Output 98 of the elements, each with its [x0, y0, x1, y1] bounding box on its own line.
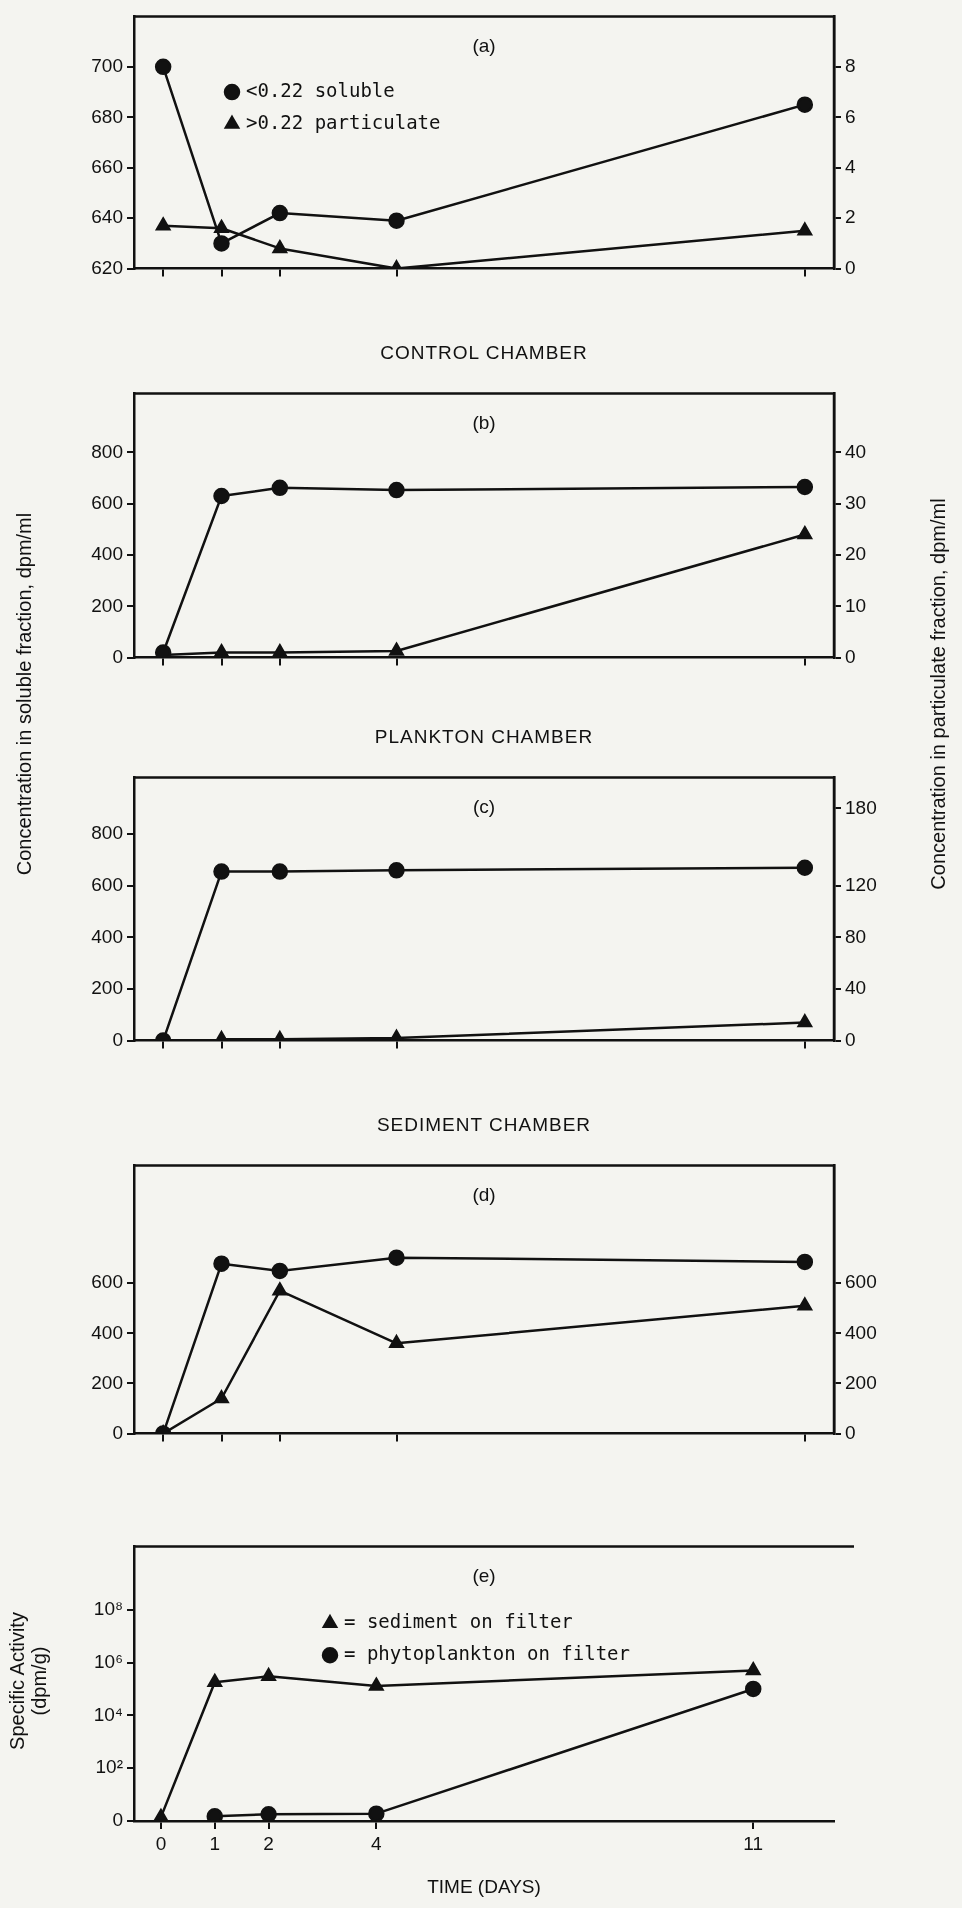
annotation: (d): [472, 1183, 496, 1205]
point: [272, 644, 288, 658]
legend-label: >0.22 particulate: [246, 111, 441, 133]
point: [388, 1249, 405, 1266]
point: [796, 1253, 814, 1271]
point: [388, 862, 405, 879]
annotation: (b): [472, 411, 496, 433]
y2-tick-label: 2: [845, 206, 856, 228]
legend-label: = phytoplankton on filter: [344, 1642, 630, 1665]
y-tick-label: 800: [91, 440, 123, 462]
y2-tick-label: 20: [845, 543, 867, 565]
y2-axis-title: Concentration in particulate fraction, dpm/ml: [926, 498, 950, 890]
point: [271, 479, 289, 497]
y-tick-label: 400: [91, 1321, 123, 1343]
y-tick-label: 800: [91, 822, 123, 844]
x-tick-label: 11: [743, 1832, 764, 1854]
y2-tick-label: 120: [845, 874, 877, 896]
point: [271, 204, 289, 222]
point: [745, 1662, 761, 1676]
y-axis-title: Concentration in soluble fraction, dpm/ml: [12, 512, 36, 876]
point: [796, 859, 814, 876]
y-tick-label: 0: [112, 1421, 123, 1443]
annotation: (e): [472, 1564, 496, 1586]
y2-tick-label: 10: [845, 594, 867, 616]
point: [272, 1282, 288, 1296]
legend-label: = sediment on filter: [344, 1610, 573, 1633]
annotation: (a): [472, 34, 496, 56]
point: [271, 863, 289, 880]
point: [213, 863, 230, 880]
x-tick-label: 1: [209, 1832, 221, 1854]
point: [797, 526, 813, 540]
y2-tick-label: 600: [845, 1271, 877, 1293]
point: [207, 1673, 223, 1687]
point: [388, 481, 405, 499]
point: [213, 1255, 230, 1272]
point: [206, 1808, 224, 1821]
y-tick-label: 10⁸: [93, 1597, 123, 1619]
y-tick-label: 660: [91, 155, 123, 177]
point: [744, 1680, 762, 1698]
y-tick-label: 200: [91, 1371, 123, 1393]
y-tick-label: 10⁴: [93, 1703, 123, 1725]
x-tick-label: 2: [263, 1832, 274, 1854]
y-tick-label: 400: [91, 543, 123, 565]
point: [389, 1335, 404, 1349]
x-tick-label: 4: [371, 1832, 383, 1854]
point: [214, 644, 229, 658]
y-tick-label: 10²: [95, 1756, 123, 1778]
y-tick-label: 600: [91, 874, 123, 896]
y-tick-label: 200: [91, 977, 123, 999]
point: [797, 1297, 813, 1311]
y-tick-label: 700: [91, 55, 123, 77]
annotation: (c): [472, 795, 496, 817]
y-tick-label: 600: [91, 1271, 123, 1293]
chart-title: CONTROL CHAMBER: [379, 342, 589, 364]
y2-tick-label: 30: [845, 491, 867, 513]
y2-tick-label: 0: [845, 1421, 856, 1443]
point: [368, 1805, 385, 1821]
y2-tick-label: 0: [845, 645, 856, 667]
y-tick-label: 640: [91, 206, 123, 228]
y-tick-label: 0: [112, 645, 123, 667]
point: [271, 1262, 289, 1280]
y2-tick-label: 0: [845, 256, 856, 278]
y2-tick-label: 400: [845, 1321, 877, 1343]
y2-tick-label: 40: [845, 440, 867, 462]
point: [388, 212, 405, 229]
y-tick-label: 620: [91, 256, 123, 278]
point: [369, 1677, 384, 1691]
y-tick-label: 680: [91, 105, 123, 127]
point: [796, 96, 814, 113]
y2-tick-label: 0: [845, 1028, 856, 1050]
y-tick-label: 0: [112, 1809, 123, 1831]
y2-tick-label: 6: [845, 105, 856, 127]
point: [389, 642, 404, 656]
point: [153, 1808, 169, 1821]
y2-tick-label: 80: [845, 925, 867, 947]
y2-tick-label: 8: [845, 55, 856, 77]
point: [213, 487, 230, 505]
y2-tick-label: 200: [845, 1371, 877, 1393]
y-tick-label: 10⁶: [94, 1650, 123, 1672]
y-tick-label: 0: [112, 1028, 123, 1050]
y2-tick-label: 40: [845, 977, 867, 999]
chart-title: SEDIMENT CHAMBER: [375, 1114, 593, 1136]
y2-tick-label: 4: [845, 155, 856, 177]
point: [261, 1668, 276, 1682]
y2-tick-label: 180: [845, 796, 877, 818]
point: [213, 235, 230, 252]
y-tick-label: 600: [91, 491, 123, 513]
x-axis-title: TIME (DAYS): [427, 1875, 541, 1897]
point: [214, 1390, 229, 1404]
point: [154, 58, 172, 76]
x-tick-label: 0: [155, 1832, 167, 1854]
y-axis-title: Specific Activity (dpm/g): [6, 1611, 50, 1752]
point: [796, 478, 814, 496]
legend-label: <0.22 soluble: [246, 79, 395, 101]
y-tick-label: 400: [91, 925, 123, 947]
point: [260, 1806, 277, 1821]
y-tick-label: 200: [91, 594, 123, 616]
chart-title: PLANKTON CHAMBER: [373, 726, 595, 748]
